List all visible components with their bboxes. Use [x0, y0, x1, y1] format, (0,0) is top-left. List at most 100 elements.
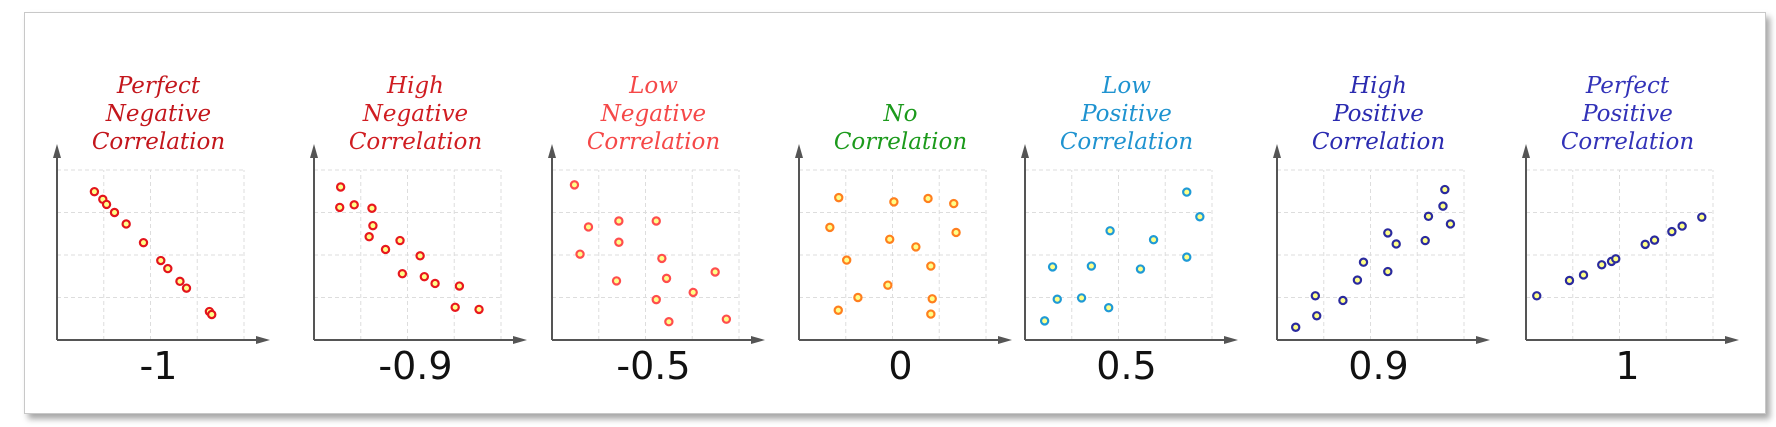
y-axis-arrow-icon — [1273, 144, 1281, 158]
data-point — [1391, 239, 1401, 249]
data-point — [450, 302, 460, 312]
data-point — [657, 253, 667, 264]
x-axis-arrow-icon — [1476, 336, 1490, 344]
correlation-coefficient-label: 0.9 — [1348, 344, 1409, 388]
x-axis-arrow-icon — [1224, 336, 1238, 344]
data-point — [1420, 235, 1430, 246]
plot-title: High Positive Correlation — [1259, 60, 1499, 156]
plot-title-line: Negative — [362, 101, 469, 127]
data-point — [951, 227, 961, 238]
data-point — [1611, 254, 1621, 264]
plot-title-line: Negative — [105, 101, 212, 127]
data-point — [651, 216, 661, 226]
data-point — [1597, 260, 1607, 270]
data-point — [1135, 264, 1146, 274]
data-point — [1578, 270, 1589, 280]
data-point — [1047, 262, 1058, 272]
data-point — [614, 237, 624, 247]
data-point — [1310, 291, 1321, 301]
data-point — [1697, 212, 1707, 222]
data-point — [1039, 316, 1050, 326]
data-point — [1438, 201, 1448, 211]
data-point — [395, 235, 405, 246]
plot-title-line: Correlation — [1560, 129, 1695, 155]
data-point — [1312, 311, 1322, 321]
plot-title: Perfect Positive Correlation — [1508, 60, 1748, 156]
data-point — [661, 273, 672, 284]
data-point — [1290, 322, 1301, 332]
data-point — [884, 234, 895, 244]
correlation-coefficient-label: -1 — [139, 344, 178, 388]
data-point — [583, 222, 594, 232]
data-point — [1440, 184, 1450, 195]
data-point — [109, 207, 120, 218]
data-point — [949, 198, 959, 209]
correlation-coefficient-label: -0.5 — [616, 344, 691, 388]
data-point — [1649, 235, 1660, 245]
y-axis-arrow-icon — [1021, 144, 1029, 158]
data-point — [1182, 187, 1192, 197]
data-point — [335, 182, 346, 192]
data-point — [853, 292, 863, 303]
data-point — [121, 219, 131, 229]
data-point — [911, 242, 921, 252]
data-point — [1195, 212, 1205, 222]
correlation-coefficient-label: -0.9 — [378, 344, 453, 388]
plot-title-line: No — [883, 101, 918, 127]
x-axis-arrow-icon — [1725, 336, 1739, 344]
data-point — [1338, 295, 1348, 306]
data-point — [575, 249, 585, 259]
plot-title: Low Positive Correlation — [1007, 60, 1247, 156]
data-point — [349, 200, 359, 210]
data-point — [611, 276, 622, 286]
data-point — [926, 261, 936, 271]
plot-title: High Negative Correlation — [296, 60, 536, 156]
data-point — [1358, 257, 1369, 267]
data-point — [101, 199, 112, 210]
plot-title-line: High — [1350, 73, 1407, 99]
plot-title-line: Correlation — [1059, 129, 1194, 155]
plot-title: Low Negative Correlation — [534, 60, 774, 156]
data-point — [721, 314, 732, 324]
data-point — [474, 304, 484, 315]
data-point — [430, 278, 440, 289]
plot-title-line: Correlation — [586, 129, 721, 155]
data-point — [415, 251, 425, 261]
plot-title-line: Perfect — [1585, 73, 1670, 99]
data-point — [651, 294, 661, 305]
plot-title-line: Positive — [1582, 101, 1673, 127]
data-point — [1532, 291, 1542, 301]
data-point — [207, 309, 217, 320]
data-point — [927, 294, 937, 304]
plot-title: No Correlation — [781, 60, 1021, 156]
plot-title-line: Correlation — [833, 129, 968, 155]
data-point — [156, 255, 166, 266]
plot-title-line: High — [387, 73, 444, 99]
x-axis-arrow-icon — [751, 336, 765, 344]
y-axis-arrow-icon — [1522, 144, 1530, 158]
data-point — [1076, 293, 1087, 303]
data-point — [1445, 219, 1456, 229]
plot-title-line: Negative — [600, 101, 707, 127]
data-point — [825, 222, 835, 233]
data-point — [834, 192, 844, 203]
data-point — [175, 276, 185, 287]
data-point — [368, 220, 378, 231]
data-point — [419, 271, 430, 282]
correlation-coefficient-label: 0.5 — [1096, 344, 1157, 388]
data-point — [1148, 234, 1159, 245]
data-point — [1383, 228, 1393, 238]
data-point — [926, 309, 936, 319]
data-point — [454, 281, 465, 291]
plot-title-line: Perfect — [116, 73, 201, 99]
y-axis-arrow-icon — [310, 144, 318, 158]
data-point — [89, 186, 100, 197]
plot-title-line: Correlation — [348, 129, 483, 155]
data-point — [163, 263, 173, 274]
plot-title: Perfect Negative Correlation — [39, 60, 279, 156]
data-point — [889, 197, 899, 207]
data-point — [380, 244, 391, 255]
plot-title-line: Positive — [1333, 101, 1424, 127]
data-point — [181, 283, 192, 293]
